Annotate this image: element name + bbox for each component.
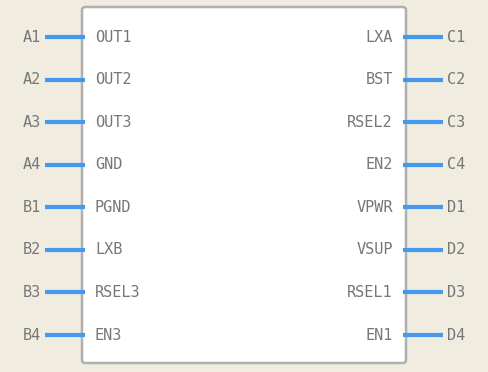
Text: C1: C1 (447, 29, 465, 45)
Text: D2: D2 (447, 242, 465, 257)
Text: D3: D3 (447, 285, 465, 300)
Text: D1: D1 (447, 200, 465, 215)
Text: B3: B3 (23, 285, 41, 300)
Text: B1: B1 (23, 200, 41, 215)
Text: BST: BST (366, 72, 393, 87)
Text: LXA: LXA (366, 29, 393, 45)
Text: RSEL3: RSEL3 (95, 285, 141, 300)
Text: VPWR: VPWR (357, 200, 393, 215)
Text: B4: B4 (23, 327, 41, 343)
Text: GND: GND (95, 157, 122, 172)
Text: A3: A3 (23, 115, 41, 130)
Text: LXB: LXB (95, 242, 122, 257)
Text: PGND: PGND (95, 200, 131, 215)
Text: RSEL1: RSEL1 (347, 285, 393, 300)
Text: VSUP: VSUP (357, 242, 393, 257)
Text: D4: D4 (447, 327, 465, 343)
Text: RSEL2: RSEL2 (347, 115, 393, 130)
Text: OUT1: OUT1 (95, 29, 131, 45)
Text: A1: A1 (23, 29, 41, 45)
Text: OUT3: OUT3 (95, 115, 131, 130)
FancyBboxPatch shape (82, 7, 406, 363)
Text: C3: C3 (447, 115, 465, 130)
Text: C4: C4 (447, 157, 465, 172)
Text: B2: B2 (23, 242, 41, 257)
Text: EN3: EN3 (95, 327, 122, 343)
Text: EN2: EN2 (366, 157, 393, 172)
Text: A2: A2 (23, 72, 41, 87)
Text: C2: C2 (447, 72, 465, 87)
Text: A4: A4 (23, 157, 41, 172)
Text: OUT2: OUT2 (95, 72, 131, 87)
Text: EN1: EN1 (366, 327, 393, 343)
